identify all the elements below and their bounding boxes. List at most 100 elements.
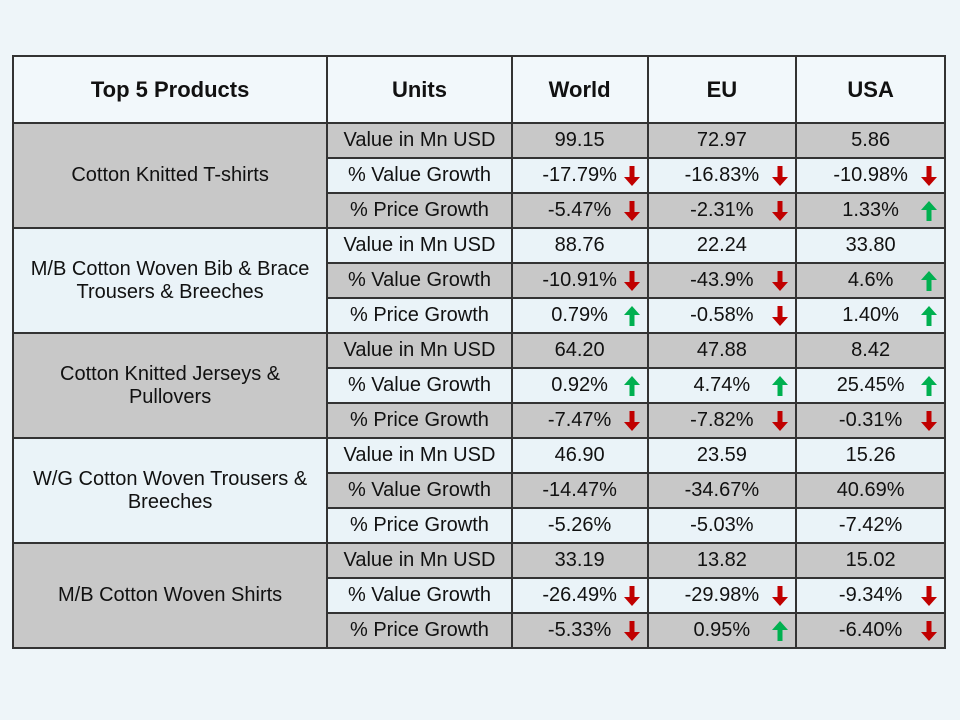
cell-text: % Price Growth	[349, 514, 489, 536]
value-cell: -10.91%	[510, 262, 649, 299]
cell-text: % Value Growth	[347, 374, 491, 396]
cell-text: -0.31%	[838, 409, 903, 431]
cell-text: % Value Growth	[347, 479, 491, 501]
cell-text: 4.6%	[847, 269, 894, 291]
cell-content: -10.91%	[517, 269, 643, 292]
cell-content: -7.42%	[801, 514, 940, 537]
cell-text: 72.97	[696, 129, 747, 151]
header-cell: EU	[646, 55, 798, 124]
header-cell: Units	[326, 55, 513, 124]
arrow-down	[623, 165, 640, 186]
cell-text: -43.9%	[690, 269, 754, 291]
value-cell: 88.76	[510, 227, 649, 264]
value-cell: 5.86	[795, 122, 946, 159]
cell-text: 13.82	[696, 549, 747, 571]
unit-cell: Value in Mn USD	[326, 332, 513, 369]
cell-text: 0.92%	[551, 374, 608, 396]
cell-text: 0.79%	[551, 304, 608, 326]
value-cell: -14.47%	[510, 472, 649, 509]
cell-content: -29.98%	[653, 584, 792, 607]
arrow-down	[772, 585, 789, 606]
arrow-down	[921, 585, 937, 606]
arrow-up	[921, 305, 937, 326]
cell-text: -29.98%	[684, 584, 760, 606]
value-cell: -2.31%	[646, 192, 798, 229]
cell-content: -14.47%	[517, 479, 643, 502]
arrow-down	[772, 200, 789, 221]
cell-text: -5.33%	[547, 619, 612, 641]
value-cell: -5.33%	[510, 612, 649, 649]
value-cell: 46.90	[510, 437, 649, 474]
cell-content: 22.24	[653, 234, 792, 257]
value-cell: -34.67%	[646, 472, 798, 509]
value-cell: -7.82%	[646, 402, 798, 439]
cell-content: -10.98%	[801, 164, 940, 187]
cell-text: 15.26	[845, 444, 896, 466]
value-cell: 99.15	[510, 122, 649, 159]
value-cell: -5.26%	[510, 507, 649, 544]
cell-content: -7.82%	[653, 409, 792, 432]
arrow-down	[772, 270, 789, 291]
value-cell: 0.92%	[510, 367, 649, 404]
cell-text: -14.47%	[542, 479, 617, 501]
cell-content: 0.95%	[653, 619, 792, 642]
cell-text: -7.47%	[547, 409, 612, 431]
table-row: % Value Growth -10.91% -43.9% 4.6%	[13, 262, 946, 299]
cell-content: % Price Growth	[332, 619, 507, 642]
cell-content: 4.74%	[653, 374, 792, 397]
value-cell: 47.88	[646, 332, 798, 369]
value-cell: 4.6%	[795, 262, 946, 299]
cell-content: 0.92%	[517, 374, 643, 397]
cell-content: Value in Mn USD	[332, 234, 507, 257]
cell-content: 99.15	[517, 129, 643, 152]
value-cell: -9.34%	[795, 577, 946, 614]
arrow-up	[921, 200, 937, 221]
unit-cell: % Value Growth	[326, 472, 513, 509]
arrow-down	[921, 410, 937, 431]
cell-content: 13.82	[653, 549, 792, 572]
cell-text: 33.19	[554, 549, 605, 571]
cell-text: 5.86	[851, 129, 891, 151]
cell-text: 22.24	[696, 234, 747, 256]
header-row: Top 5 Products Units World EU USA	[11, 55, 946, 124]
table-row: % Price Growth 0.79% -0.58% 1.40%	[13, 297, 946, 334]
table-row: % Value Growth 0.92% 4.74% 25.45%	[13, 367, 946, 404]
header-cell: Top 5 Products	[11, 55, 329, 124]
cell-text: -10.98%	[833, 164, 908, 186]
cell-text: -5.47%	[547, 199, 612, 221]
arrow-down	[921, 620, 937, 641]
cell-content: -5.26%	[517, 514, 643, 537]
value-cell: 15.02	[795, 542, 946, 579]
value-cell: 33.80	[795, 227, 946, 264]
value-cell: 22.24	[646, 227, 798, 264]
cell-content: % Value Growth	[332, 164, 507, 187]
cell-content: 47.88	[653, 339, 792, 362]
value-cell: -26.49%	[510, 577, 649, 614]
value-cell: -7.47%	[510, 402, 649, 439]
cell-content: -2.31%	[653, 199, 792, 222]
cell-text: % Value Growth	[347, 584, 491, 606]
cell-text: 40.69%	[836, 479, 905, 501]
cell-text: -17.79%	[542, 164, 617, 186]
cell-content: -26.49%	[517, 584, 643, 607]
cell-text: -9.34%	[838, 584, 903, 606]
cell-text: -10.91%	[542, 269, 617, 291]
arrow-up	[623, 305, 640, 326]
value-cell: -0.31%	[795, 402, 946, 439]
cell-content: % Value Growth	[332, 479, 507, 502]
product-cell: M/B Cotton Woven Bib & Brace Trousers & …	[11, 227, 329, 334]
table-row: % Price Growth -5.26% -5.03% -7.42%	[13, 507, 946, 544]
cell-content: Value in Mn USD	[332, 129, 507, 152]
product-cell: Cotton Knitted T-shirts	[11, 122, 329, 229]
cell-text: 33.80	[845, 234, 896, 256]
cell-text: 1.33%	[842, 199, 899, 221]
value-cell: 13.82	[646, 542, 798, 579]
cell-content: 15.26	[801, 444, 940, 467]
arrow-down	[772, 165, 789, 186]
cell-text: Value in Mn USD	[343, 444, 496, 466]
cell-text: -2.31%	[690, 199, 754, 221]
value-cell: -43.9%	[646, 262, 798, 299]
value-cell: 1.33%	[795, 192, 946, 229]
value-cell: 23.59	[646, 437, 798, 474]
cell-content: 33.19	[517, 549, 643, 572]
